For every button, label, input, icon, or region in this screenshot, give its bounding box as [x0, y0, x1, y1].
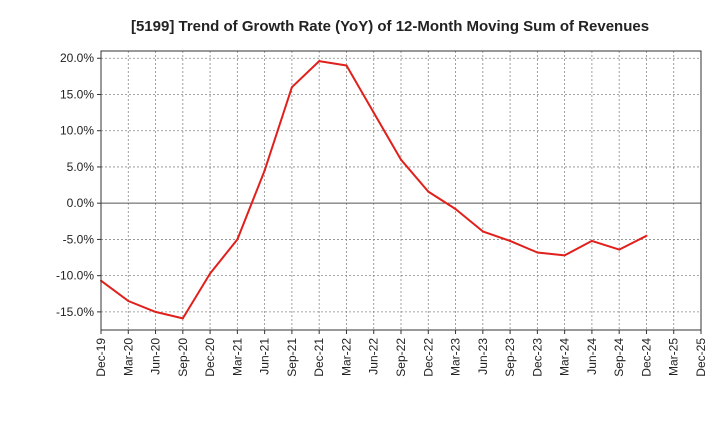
- x-tick-label: Dec-21: [312, 338, 326, 377]
- data-point: [372, 111, 375, 114]
- x-tick-label: Mar-20: [121, 338, 135, 376]
- x-tick-label: Jun-24: [585, 338, 599, 375]
- data-point: [454, 207, 457, 210]
- x-tick-label: Mar-21: [230, 338, 244, 376]
- x-axis: Dec-19 Mar-20 Jun-20 Sep-20 Dec-20 Mar-21 Jun-…: [94, 330, 708, 377]
- data-point: [127, 300, 130, 303]
- y-tick-label: -10.0%: [56, 269, 94, 283]
- x-tick-label: Mar-25: [667, 338, 681, 376]
- data-point: [318, 60, 321, 63]
- y-tick-label: 15.0%: [60, 87, 94, 101]
- x-tick-label: Jun-22: [367, 338, 381, 375]
- x-tick-label: Dec-23: [530, 338, 544, 377]
- data-point: [263, 169, 266, 172]
- y-tick-label: 20.0%: [60, 51, 94, 65]
- y-tick-label: 5.0%: [67, 160, 95, 174]
- x-tick-label: Jun-23: [476, 338, 490, 375]
- x-tick-label: Sep-20: [176, 338, 190, 377]
- x-tick-label: Sep-23: [503, 338, 517, 377]
- y-axis: 20.0% 15.0% 10.0% 5.0% 0.0% -5.0% -10.0% -15.0%: [56, 51, 101, 319]
- data-point: [618, 248, 621, 251]
- data-point: [400, 158, 402, 161]
- x-tick-label: Mar-24: [558, 338, 572, 376]
- y-tick-label: 10.0%: [60, 124, 94, 138]
- x-tick-label: Sep-21: [285, 338, 299, 377]
- x-tick-label: Jun-21: [258, 338, 272, 375]
- x-tick-label: Dec-20: [203, 338, 217, 377]
- y-tick-label: -15.0%: [56, 305, 94, 319]
- grid: [101, 51, 701, 330]
- x-tick-label: Jun-20: [149, 338, 163, 375]
- plot-frame: [100, 50, 702, 331]
- y-tick-label: 0.0%: [67, 196, 95, 210]
- data-point: [536, 251, 539, 254]
- chart-title: [5199] Trend of Growth Rate (YoY) of 12-…: [131, 18, 649, 35]
- x-tick-label: Mar-23: [449, 338, 463, 376]
- series-line: [100, 60, 648, 320]
- data-point: [181, 317, 184, 320]
- x-tick-label: Dec-19: [94, 338, 108, 377]
- data-point: [427, 190, 430, 193]
- y-tick-label: -5.0%: [63, 232, 95, 246]
- x-tick-label: Sep-24: [612, 338, 626, 377]
- x-tick-label: Dec-25: [694, 338, 708, 377]
- data-point: [481, 230, 484, 233]
- data-point: [563, 254, 566, 257]
- data-point: [590, 239, 593, 242]
- x-tick-label: Sep-22: [394, 338, 408, 377]
- x-tick-label: Dec-22: [421, 338, 435, 377]
- data-point: [645, 234, 648, 237]
- x-tick-label: Mar-22: [339, 338, 353, 376]
- data-point: [290, 86, 293, 89]
- data-point: [154, 310, 157, 313]
- data-point: [236, 238, 239, 241]
- data-point: [509, 239, 512, 242]
- data-point: [345, 64, 348, 67]
- data-point: [209, 272, 212, 275]
- x-tick-label: Dec-24: [639, 338, 653, 377]
